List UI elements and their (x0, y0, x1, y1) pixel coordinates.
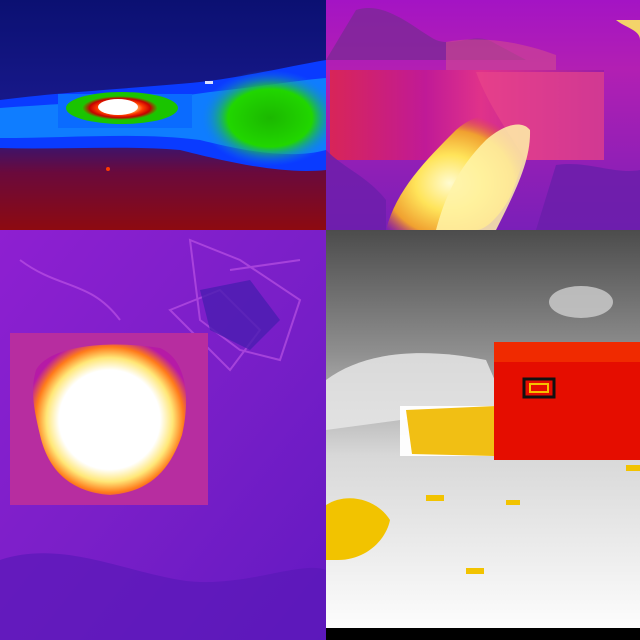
thermal-panel-ironbow-fire (326, 0, 640, 230)
thermal-panel-ironbow-blaze (0, 230, 326, 640)
hot-patch (326, 498, 390, 560)
rainbow-thermal-scene (0, 0, 326, 230)
thermal-panel-whitehot-building (326, 230, 640, 640)
whitehot-building-scene (326, 230, 640, 640)
blaze-core (33, 344, 187, 495)
image-border (326, 628, 640, 640)
target-marker (522, 377, 556, 399)
ironbow-blaze-scene (0, 230, 326, 640)
thermal-panel-rainbow (0, 0, 326, 230)
ironbow-fire-scene (326, 0, 640, 230)
